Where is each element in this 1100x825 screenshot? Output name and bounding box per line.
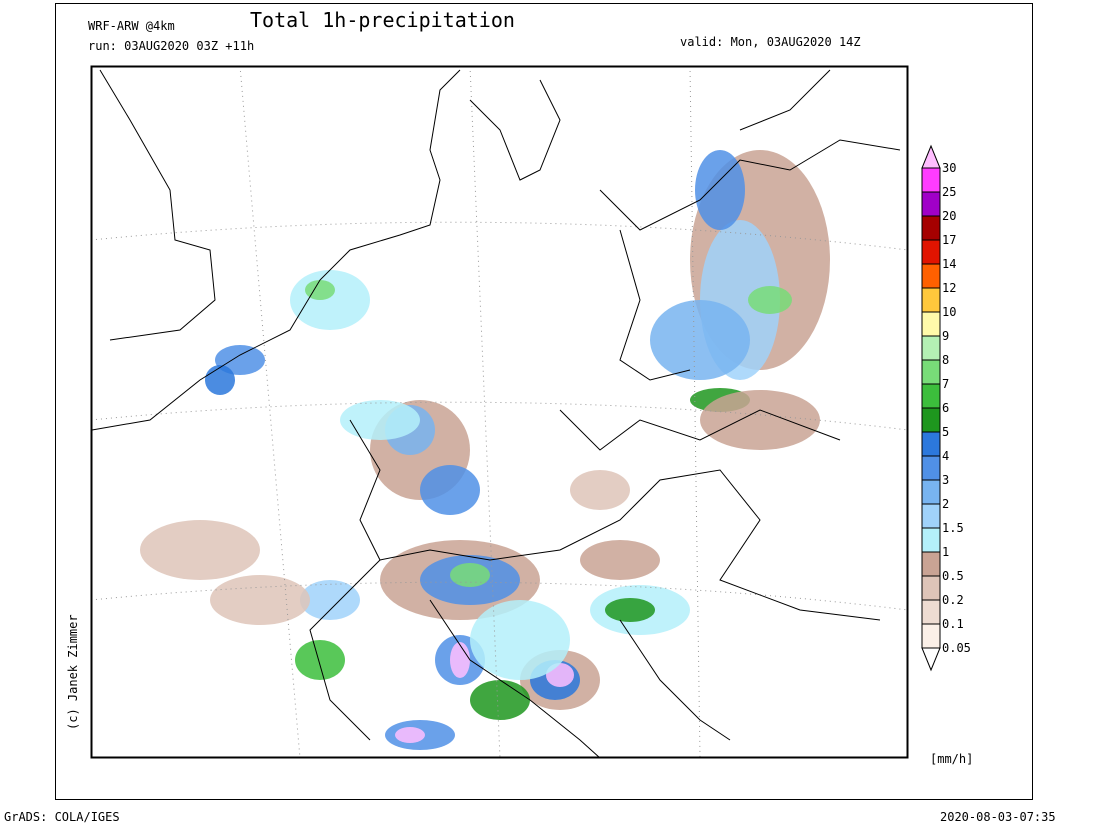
precipitation-cell: [700, 390, 820, 450]
colorbar-label: 14: [942, 257, 956, 271]
colorbar-segment: [921, 215, 941, 241]
map-title: Total 1h-precipitation: [250, 8, 515, 32]
precipitation-cell: [210, 575, 310, 625]
colorbar-end: [921, 144, 941, 169]
colorbar-segment: [921, 479, 941, 505]
colorbar-label: 7: [942, 377, 949, 391]
colorbar-segment: [921, 551, 941, 577]
colorbar-segment: [921, 287, 941, 313]
precipitation-cell: [450, 563, 490, 587]
colorbar-segment: [921, 503, 941, 529]
colorbar-segment: [921, 311, 941, 337]
colorbar-label: 0.5: [942, 569, 964, 583]
precipitation-cell: [420, 465, 480, 515]
precipitation-cell: [450, 642, 470, 678]
precipitation-cell: [570, 470, 630, 510]
precipitation-cell: [605, 598, 655, 622]
colorbar-segment: [921, 359, 941, 385]
precipitation-cell: [470, 680, 530, 720]
colorbar-label: 0.1: [942, 617, 964, 631]
colorbar-label: 2: [942, 497, 949, 511]
precipitation-cell: [748, 286, 792, 314]
run-label: run: 03AUG2020 03Z +11h: [88, 39, 254, 53]
colorbar-label: 0.2: [942, 593, 964, 607]
colorbar-label: 10: [942, 305, 956, 319]
footer-right: 2020-08-03-07:35: [940, 810, 1056, 824]
colorbar-label: 9: [942, 329, 949, 343]
map: [90, 65, 909, 759]
colorbar-segment: [921, 191, 941, 217]
colorbar-label: 6: [942, 401, 949, 415]
credit: (c) Janek Zimmer: [66, 614, 80, 730]
colorbar-label: 4: [942, 449, 949, 463]
coastline: [91, 69, 901, 431]
colorbar-label: 3: [942, 473, 949, 487]
precipitation-cell: [470, 600, 570, 680]
map-frame: [90, 65, 909, 759]
colorbar: 0.05 0.1 0.2 0.5 1 1.5 2 3 4 5 6 7 8 9 10 12 14 17 20 25 30: [921, 144, 971, 672]
precipitation-cell: [140, 520, 260, 580]
model-label: WRF-ARW @4km: [88, 19, 175, 33]
colorbar-label: 12: [942, 281, 956, 295]
precipitation-cell: [290, 270, 370, 330]
colorbar-segment: [921, 407, 941, 433]
precipitation-cell: [305, 280, 335, 300]
colorbar-segment: [921, 263, 941, 289]
colorbar-segment: [921, 335, 941, 361]
precipitation-cell: [395, 727, 425, 743]
precipitation-cell: [300, 580, 360, 620]
colorbar-label: 5: [942, 425, 949, 439]
precipitation-cell: [580, 540, 660, 580]
footer-left: GrADS: COLA/IGES: [4, 810, 120, 824]
borders: [309, 229, 881, 759]
precipitation-cell: [295, 640, 345, 680]
colorbar-label: 1: [942, 545, 949, 559]
unit-label: [mm/h]: [930, 752, 973, 766]
precipitation-cell: [205, 365, 235, 395]
colorbar-segment: [921, 575, 941, 601]
colorbar-segment: [921, 527, 941, 553]
colorbar-label: 8: [942, 353, 949, 367]
colorbar-label: 0.05: [942, 641, 971, 655]
colorbar-segment: [921, 455, 941, 481]
colorbar-segment: [921, 623, 941, 649]
colorbar-segment: [921, 599, 941, 625]
colorbar-segment: [921, 239, 941, 265]
precipitation-cell: [340, 400, 420, 440]
colorbar-label: 17: [942, 233, 956, 247]
colorbar-label: 25: [942, 185, 956, 199]
colorbar-segment: [921, 431, 941, 457]
precipitation-field: [140, 150, 830, 750]
colorbar-segment: [921, 167, 941, 193]
valid-label: valid: Mon, 03AUG2020 14Z: [680, 35, 861, 49]
colorbar-label: 30: [942, 161, 956, 175]
colorbar-label: 1.5: [942, 521, 964, 535]
precipitation-cell: [695, 150, 745, 230]
colorbar-label: 20: [942, 209, 956, 223]
colorbar-segment: [921, 383, 941, 409]
precipitation-cell: [650, 300, 750, 380]
